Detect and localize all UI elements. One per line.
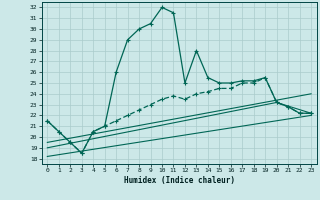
- X-axis label: Humidex (Indice chaleur): Humidex (Indice chaleur): [124, 176, 235, 185]
